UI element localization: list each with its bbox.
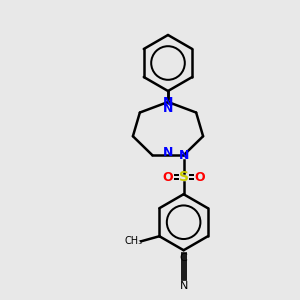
Text: N: N <box>163 95 173 109</box>
Text: O: O <box>162 171 173 184</box>
Text: N: N <box>179 281 188 291</box>
Text: CH₃: CH₃ <box>124 236 142 246</box>
Text: C: C <box>180 253 188 263</box>
Text: N: N <box>178 149 189 162</box>
Text: O: O <box>194 171 205 184</box>
Text: N: N <box>163 146 173 158</box>
Text: S: S <box>178 170 189 184</box>
Text: N: N <box>163 101 173 115</box>
